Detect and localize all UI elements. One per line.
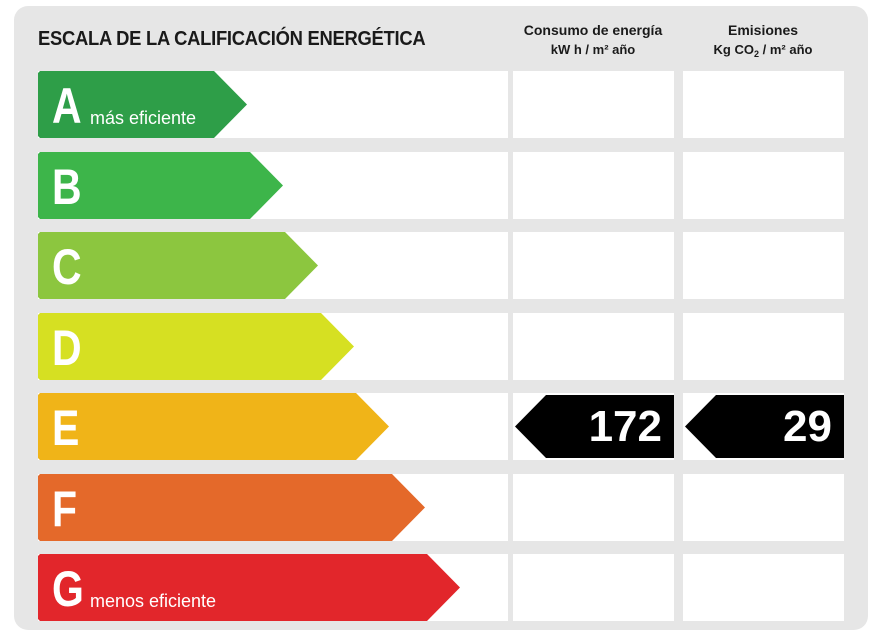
consumption-header-unit: kW h / m² año [550,42,636,57]
class-arrow-shape-f [38,474,425,541]
consumption-cell-f [513,474,674,541]
class-arrow-e [38,393,389,460]
class-arrow-b [38,152,283,219]
consumption-cell-d [513,313,674,380]
consumption-cell-g [513,554,674,621]
consumption-indicator-shape [515,395,674,458]
emissions-indicator-shape [685,395,844,458]
class-label-g: menos eficiente [90,591,217,611]
class-arrow-shape-a [38,71,247,138]
consumption-header: Consumo de energía kW h / m² año [512,20,674,60]
consumption-cell-b [513,152,674,219]
consumption-cell-c [513,232,674,299]
class-letter-d: D [52,320,82,376]
emissions-unit-suffix: / m² año [759,42,813,57]
emissions-header-unit: Kg CO2 / m² año [682,40,844,64]
class-arrow-shape-b [38,152,283,219]
emissions-cell-c [683,232,844,299]
emissions-cell-b [683,152,844,219]
class-arrow-shape-e [38,393,389,460]
class-arrow-shape-c [38,232,318,299]
emissions-cell-f [683,474,844,541]
emissions-unit-prefix: Kg CO [713,42,754,57]
class-letter-g: G [52,561,84,617]
class-letter-a: A [52,78,82,134]
class-letter-f: F [52,481,78,537]
emissions-indicator-arrow [685,395,844,458]
class-arrow-d [38,313,354,380]
class-arrow-c [38,232,318,299]
class-arrow-f [38,474,425,541]
emissions-cell-a [683,71,844,138]
consumption-cell-a [513,71,674,138]
emissions-header: Emisiones Kg CO2 / m² año [682,20,844,64]
class-arrow-a [38,71,247,138]
emissions-cell-g [683,554,844,621]
emissions-value: 29 [783,402,832,451]
class-letter-b: B [52,159,82,215]
emissions-unit-subscript: 2 [753,49,759,59]
class-letter-e: E [52,400,80,456]
consumption-value: 172 [588,402,662,451]
class-arrow-shape-d [38,313,354,380]
emissions-cell-d [683,313,844,380]
class-arrow-shape-g [38,554,460,621]
emissions-header-label: Emisiones [727,22,799,38]
class-letter-c: C [52,239,82,295]
class-arrow-g [38,554,460,621]
class-label-a: más eficiente [90,108,197,128]
chart-title: ESCALA DE LA CALIFICACIÓN ENERGÉTICA [38,28,426,50]
consumption-header-label: Consumo de energía [523,22,663,38]
consumption-indicator-arrow [515,395,674,458]
